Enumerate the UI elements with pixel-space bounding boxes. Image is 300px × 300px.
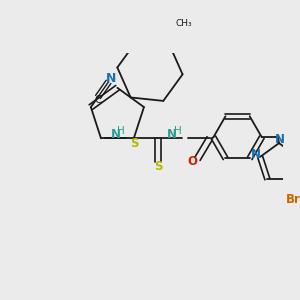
Text: H: H bbox=[117, 126, 125, 136]
Text: N: N bbox=[111, 128, 121, 141]
Text: Br: Br bbox=[286, 193, 300, 206]
Text: S: S bbox=[130, 137, 139, 150]
Text: N: N bbox=[105, 72, 116, 85]
Text: C: C bbox=[94, 95, 102, 105]
Text: H: H bbox=[174, 126, 182, 136]
Text: O: O bbox=[187, 155, 197, 168]
Text: N: N bbox=[275, 133, 285, 146]
Text: S: S bbox=[154, 160, 163, 173]
Text: N: N bbox=[167, 128, 177, 141]
Text: CH₃: CH₃ bbox=[175, 19, 192, 28]
Text: N: N bbox=[251, 148, 261, 161]
